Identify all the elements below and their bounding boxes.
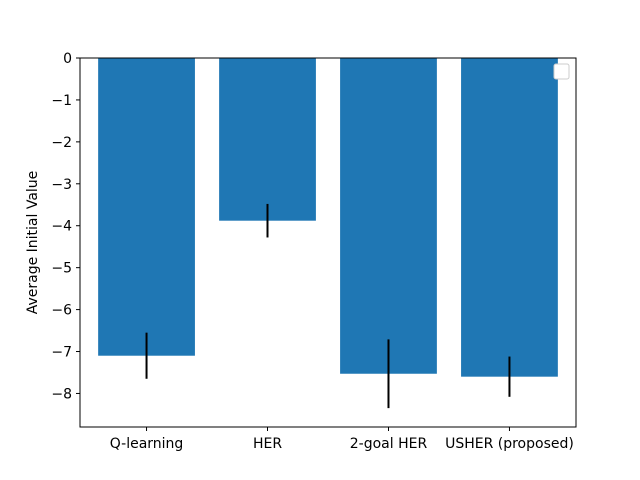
bar-2 [340,58,437,374]
y-tick-label-2: −2 [51,135,72,151]
y-tick-label-3: −3 [51,177,72,193]
bar-0 [98,58,195,356]
y-axis: 0 −1 −2 −3 −4 −5 −6 −7 −8 [51,51,80,402]
x-tick-label-3: USHER (proposed) [445,436,574,452]
y-tick-label-1: −1 [51,93,72,109]
y-tick-label-6: −6 [51,303,72,319]
bar-3 [461,58,558,377]
bar-1 [219,58,316,221]
x-tick-label-2: 2-goal HER [350,436,428,452]
y-tick-label-0: 0 [63,51,72,67]
y-tick-label-7: −7 [51,345,72,361]
y-axis-title: Average Initial Value [25,171,41,315]
plot-frame [79,57,577,428]
y-tick-label-5: −5 [51,261,72,277]
x-axis: Q-learning HER 2-goal HER USHER (proposed) [110,427,574,452]
x-tick-label-1: HER [253,436,282,452]
legend-box [553,63,570,80]
y-tick-label-4: −4 [51,219,72,235]
error-bars-layer [145,203,511,409]
bars-layer [98,58,558,377]
y-tick-label-8: −8 [51,386,72,402]
x-tick-label-0: Q-learning [110,436,184,452]
